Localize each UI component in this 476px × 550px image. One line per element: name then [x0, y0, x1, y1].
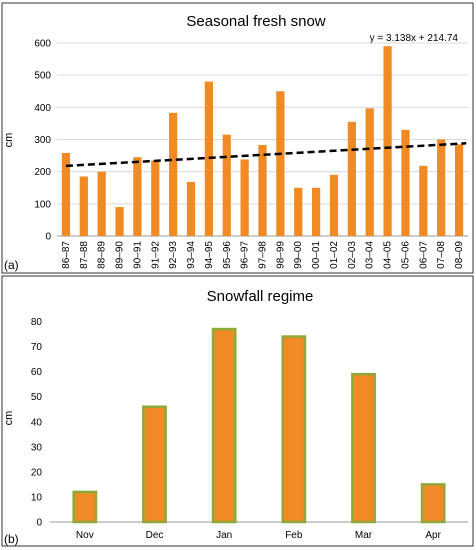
panel-a-xtick-label: 07–08 — [436, 241, 447, 269]
panel-b-ytick-label: 40 — [31, 417, 43, 428]
panel-a-xtick-label: 89–90 — [115, 241, 126, 269]
panel-a-bar — [329, 174, 339, 236]
panel-a-xtick-label: 08–09 — [454, 241, 465, 269]
panel-a-xtick-label: 92–93 — [168, 241, 179, 269]
panel-a-xtick-label: 01–02 — [329, 241, 340, 269]
trendline-equation: y = 3.138x + 214.74 — [370, 33, 459, 44]
panel-a-xtick-label: 94–95 — [204, 241, 215, 269]
panel-a-xtick-label: 90–91 — [132, 241, 143, 269]
panel-a-ytick-label: 600 — [34, 39, 51, 50]
panel-b-ytick-label: 30 — [31, 442, 43, 453]
panel-a-xtick-label: 04–05 — [383, 241, 394, 269]
panel-a-bar — [401, 129, 410, 236]
panel-a-xtick-label: 98–99 — [275, 241, 286, 269]
panel-b-bar — [281, 335, 307, 524]
panel-a-xtick-label: 06–07 — [418, 241, 429, 269]
panel-b-xtick-label: Apr — [425, 530, 441, 541]
panel-a-label: (a) — [4, 258, 19, 272]
panel-a-ytick-label: 400 — [34, 103, 51, 114]
panel-a-xtick-label: 96–97 — [240, 241, 251, 269]
panel-b-bar — [351, 372, 376, 524]
panel-a-frame — [1, 2, 474, 274]
panel-a-xtick-label: 95–96 — [222, 241, 233, 269]
panel-a-bar — [115, 207, 124, 236]
panel-a-bar — [258, 144, 267, 236]
panel-a-bar — [222, 134, 231, 236]
panel-a-bar — [383, 46, 392, 236]
panel-a-xtick-label: 03–04 — [365, 241, 376, 269]
panel-a-bar — [276, 91, 285, 236]
panel-b-frame — [1, 275, 474, 547]
panel-a-bar — [294, 187, 303, 236]
trendline — [65, 142, 467, 168]
panel-b-xtick-label: Nov — [76, 530, 94, 541]
panel-a-ytick-label: 200 — [34, 167, 51, 178]
panel-a-ytick-label: 0 — [45, 232, 51, 243]
panel-a-ytick-label: 100 — [34, 199, 51, 210]
panel-b-xtick-label: Feb — [285, 530, 303, 541]
panel-b-bar — [72, 490, 98, 524]
panel-a-xtick-label: 88–89 — [97, 241, 108, 269]
panel-a-bar — [97, 171, 106, 236]
panel-a-title: Seasonal fresh snow — [186, 13, 325, 30]
panel-a-xtick-label: 86–87 — [61, 241, 72, 269]
panel-b-ytick-label: 20 — [31, 467, 43, 478]
panel-b-ytick-label: 10 — [31, 492, 43, 503]
panel-a-xtick-label: 91–92 — [150, 241, 161, 269]
panel-a-bar — [186, 181, 196, 236]
panel-a-bar — [437, 139, 446, 236]
panel-a-xtick-label: 00–01 — [311, 241, 322, 269]
panel-b-xtick-label: Dec — [146, 530, 164, 541]
panel-b-ytick-label: 80 — [31, 317, 43, 328]
panel-a-bar — [240, 159, 249, 236]
panel-b-ytick-label: 60 — [31, 367, 43, 378]
panel-b-ylabel: cm — [3, 411, 15, 426]
panel-a-bar — [79, 176, 88, 236]
panel-a-bar — [365, 108, 374, 236]
panel-a-bar — [151, 160, 160, 236]
panel-a-plot: 0 100 200 300 400 500 600 86–87 87–88 88–89 89–90 9… — [34, 39, 468, 269]
panel-b-ytick-label: 70 — [31, 342, 43, 353]
panel-b-bar — [211, 327, 237, 524]
panel-a-bar — [133, 157, 142, 236]
panel-a-ytick-label: 300 — [34, 135, 51, 146]
panel-b-label: (b) — [4, 532, 19, 546]
panel-b-xtick-label: Mar — [355, 530, 373, 541]
panel-b-ytick-label: 0 — [36, 518, 42, 529]
panel-b-bar — [420, 483, 446, 524]
panel-a-xtick-label: 97–98 — [258, 241, 269, 269]
panel-a-bar — [311, 187, 321, 236]
panel-a-ytick-label: 500 — [34, 71, 51, 82]
panel-a-xtick-label: 87–88 — [79, 241, 90, 269]
panel-a-xtick-label: 99–00 — [293, 241, 304, 269]
panel-b-title: Snowfall regime — [207, 288, 314, 305]
panel-a-bar — [169, 112, 178, 236]
panel-a-xtick-label: 05–06 — [400, 241, 411, 269]
panel-a-ylabel: cm — [3, 133, 15, 148]
panel-a-bar — [61, 153, 71, 236]
panel-b-bar — [142, 405, 167, 524]
panel-a-bar — [347, 121, 356, 236]
panel-b-plot: 0 10 20 30 40 50 60 70 80 Nov Dec Jan Feb Mar Apr — [31, 317, 468, 541]
panel-a-bar — [419, 165, 428, 236]
panel-a-bar — [454, 144, 464, 236]
panel-b-xtick-label: Jan — [216, 530, 232, 541]
panel-b-ytick-label: 50 — [31, 392, 43, 403]
panel-a-xtick-label: 02–03 — [347, 241, 358, 269]
panel-a-xtick-label: 93–94 — [186, 241, 197, 269]
